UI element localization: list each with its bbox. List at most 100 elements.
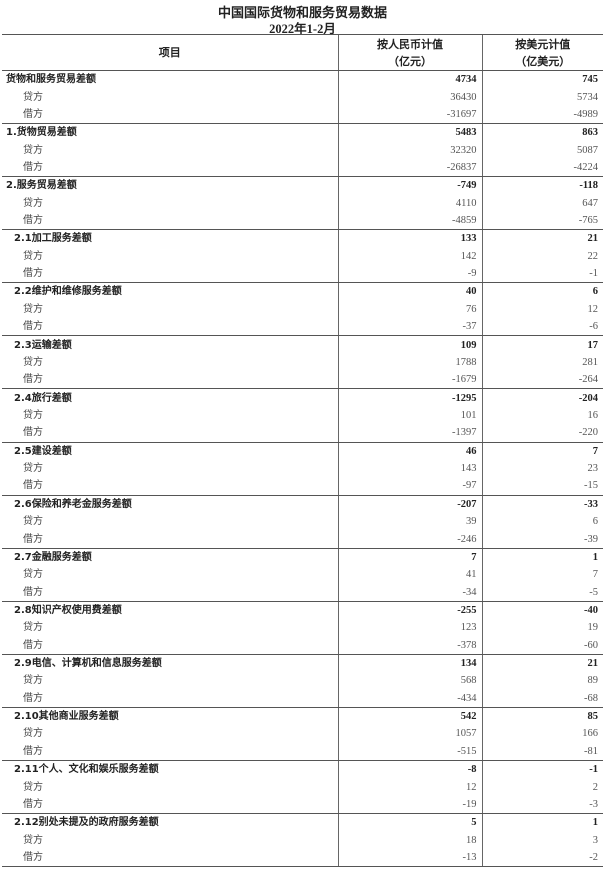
rmb-value: -1679 [337, 371, 482, 390]
table-header-row: 项目 按人民币计值 （亿元） 按美元计值 （亿美元） [2, 34, 603, 71]
rmb-value: 123 [337, 619, 482, 637]
rmb-value: -434 [337, 689, 482, 708]
usd-value: 6 [481, 512, 603, 531]
table-row-balance: 2.8知识产权使用费差额 -255 -40 [2, 601, 603, 620]
usd-value: -264 [481, 371, 603, 390]
rmb-value: -19 [337, 795, 482, 815]
table-row-balance: 2.12别处未提及的政府服务差额 5 1 [2, 813, 603, 832]
usd-value: -220 [481, 424, 603, 443]
table-row-debit: 借方 -246 -39 [2, 530, 603, 549]
row-label: 2.10其他商业服务差额 [14, 711, 119, 723]
usd-value: -204 [481, 388, 603, 407]
row-label: 2.3运输差额 [14, 339, 72, 351]
rmb-value: 46 [337, 442, 482, 460]
usd-value: 745 [481, 70, 603, 89]
rmb-value: 109 [337, 335, 482, 354]
row-label: 2.服务贸易差额 [6, 180, 77, 192]
rmb-value: 143 [337, 459, 482, 478]
rmb-value: -749 [337, 176, 482, 195]
rmb-value: 1057 [337, 725, 482, 743]
table-row-credit: 贷方 39 6 [2, 512, 603, 531]
table-row-balance: 2.2维护和维修服务差额 40 6 [2, 282, 603, 301]
usd-value: -5 [481, 583, 603, 602]
usd-value: 21 [481, 229, 603, 248]
usd-value: 863 [481, 123, 603, 142]
usd-value: -40 [481, 601, 603, 620]
rmb-value: 32320 [337, 141, 482, 159]
usd-value: -39 [481, 530, 603, 549]
table-row-balance: 2.6保险和养老金服务差额 -207 -33 [2, 495, 603, 513]
table-row-credit: 贷方 568 89 [2, 672, 603, 690]
table-row-credit: 贷方 143 23 [2, 459, 603, 478]
row-label: 贷方 [23, 463, 43, 475]
row-label: 贷方 [23, 516, 43, 528]
rmb-value: 5 [337, 813, 482, 832]
usd-value: -2 [481, 848, 603, 868]
row-label: 贷方 [23, 197, 43, 209]
table-row-debit: 借方 -378 -60 [2, 636, 603, 655]
usd-value: -1 [481, 760, 603, 779]
row-label: 借方 [2, 636, 338, 655]
row-label: 借方 [2, 795, 338, 815]
rmb-value: 1788 [337, 353, 482, 372]
usd-value: -6 [481, 318, 603, 337]
usd-value: 1 [481, 813, 603, 832]
rmb-value: 12 [337, 778, 482, 796]
usd-value: -33 [481, 495, 603, 513]
rmb-value: 133 [337, 229, 482, 248]
table-row-credit: 贷方 1057 166 [2, 725, 603, 743]
rmb-value: -246 [337, 530, 482, 549]
table-row-balance: 2.7金融服务差额 7 1 [2, 548, 603, 567]
row-label: 借方 [2, 424, 338, 443]
header-rmb-unit: （亿元） [388, 54, 432, 68]
rmb-value: 568 [337, 672, 482, 690]
table-row-balance: 2.10其他商业服务差额 542 85 [2, 707, 603, 726]
rmb-value: 40 [337, 282, 482, 301]
row-label: 2.1加工服务差额 [14, 233, 92, 245]
row-label: 贷方 [23, 91, 43, 103]
rmb-value: 101 [337, 406, 482, 425]
usd-value: -60 [481, 636, 603, 655]
rmb-value: 7 [337, 548, 482, 567]
row-label: 借方 [2, 211, 338, 231]
header-usd-unit: （亿美元） [515, 54, 571, 68]
usd-value: -15 [481, 477, 603, 496]
table-row-debit: 借方 -97 -15 [2, 477, 603, 496]
row-label: 借方 [2, 264, 338, 284]
row-label: 借方 [2, 105, 338, 125]
row-label: 2.6保险和养老金服务差额 [14, 498, 132, 510]
table-row-credit: 贷方 76 12 [2, 300, 603, 319]
usd-value: 12 [481, 300, 603, 319]
row-label: 贷方 [23, 410, 43, 421]
usd-value: -3 [481, 795, 603, 815]
rmb-value: -13 [337, 848, 482, 868]
usd-value: 89 [481, 672, 603, 690]
row-label: 借方 [2, 318, 338, 337]
header-usd: 按美元计值 （亿美元） [481, 34, 603, 71]
rmb-value: -34 [337, 583, 482, 602]
row-label: 贷方 [23, 303, 43, 315]
usd-value: 166 [481, 725, 603, 743]
row-label: 借方 [2, 477, 338, 496]
row-label: 贷方 [23, 356, 43, 368]
table-row-credit: 贷方 1788 281 [2, 353, 603, 372]
table-row-balance: 2.4旅行差额 -1295 -204 [2, 388, 603, 407]
table-body: 货物和服务贸易差额 4734 745 贷方 36430 5734 借方 -31697 -4989… [2, 70, 603, 868]
rmb-value: 41 [337, 566, 482, 584]
row-label: 2.4旅行差额 [14, 392, 72, 404]
row-label: 借方 [2, 158, 338, 178]
table-row-balance: 2.1加工服务差额 133 21 [2, 229, 603, 248]
rmb-value: 39 [337, 512, 482, 531]
usd-value: -1 [481, 264, 603, 284]
row-label: 借方 [2, 848, 338, 868]
row-label: 贷方 [23, 144, 43, 156]
header-rmb-label: 按人民币计值 [377, 37, 443, 51]
row-label: 贷方 [23, 675, 43, 687]
rmb-value: 76 [337, 300, 482, 319]
row-label: 贷方 [23, 834, 43, 846]
rmb-value: 4734 [337, 70, 482, 89]
row-label: 贷方 [23, 728, 43, 740]
page-subtitle: 2022年1-2月 [269, 22, 336, 36]
table-row-balance: 2.服务贸易差额 -749 -118 [2, 176, 603, 195]
usd-value: 7 [481, 566, 603, 584]
